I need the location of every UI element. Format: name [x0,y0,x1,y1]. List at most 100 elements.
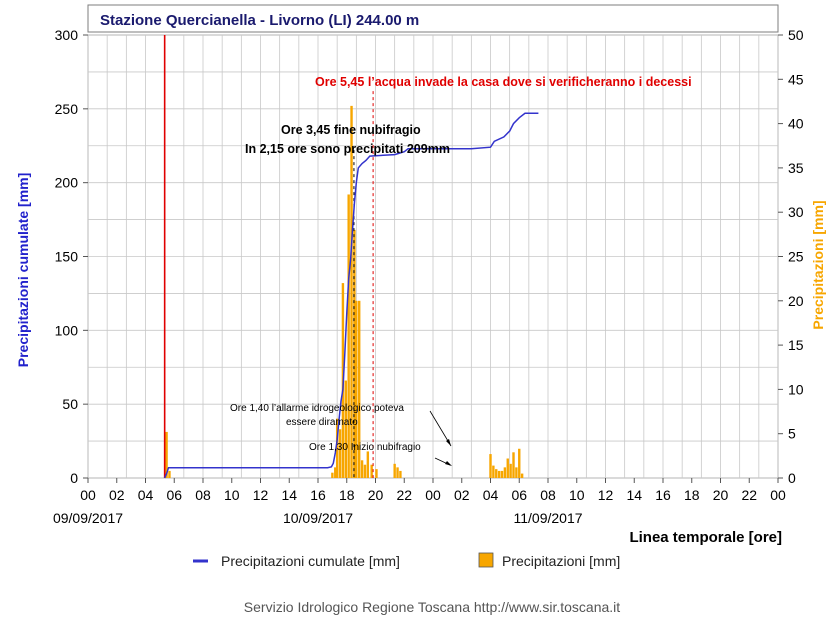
x-tick-label: 16 [310,487,326,503]
annotation-total: In 2,15 ore sono precipitati 209mm [245,142,450,156]
precip-bar [168,470,171,478]
y-left-tick-label: 300 [55,27,79,43]
arrow-alarm-head [446,439,451,446]
right-tick-labels: 0 5 10 15 20 25 30 35 40 45 50 [778,27,804,486]
precip-bar [335,418,339,478]
y-right-tick-label: 20 [788,293,804,309]
precip-bar [512,452,515,478]
precip-bar [360,460,364,478]
precip-bar [518,448,521,478]
annotation-flood: Ore 5,45 l’acqua invade la casa dove si … [315,75,692,89]
grid [87,34,779,479]
x-tick-label: 06 [511,487,527,503]
x-tick-label: 08 [195,487,211,503]
date-label: 09/09/2017 [53,510,123,526]
precip-bar [396,467,399,478]
x-tick-label: 02 [454,487,470,503]
title-box [87,4,779,33]
precip-bar [520,473,524,478]
x-tick-label: 20 [368,487,384,503]
y-left-tick-label: 0 [70,470,78,486]
precip-bar [363,464,367,478]
legend-cumulative-label: Precipitazioni cumulate [mm] [221,553,400,569]
legend-bar-label: Precipitazioni [mm] [502,553,620,569]
precip-bar [399,470,402,478]
precip-bar [344,380,347,478]
precip-bar [350,105,353,478]
precip-bar [500,470,504,478]
annotation-alarm: Ore 1,40 l’allarme idrogeologico poteva [230,403,404,414]
precip-bar [393,463,396,478]
precip-bar [515,467,518,478]
y-right-tick-label: 50 [788,27,804,43]
x-tick-label: 18 [339,487,355,503]
x-tick-label: 04 [483,487,499,503]
precip-bar [503,467,507,478]
y-right-tick-label: 45 [788,71,804,87]
y-right-tick-label: 15 [788,337,804,353]
precip-bar [492,465,495,478]
annotation-alarm-2: essere diramato [286,417,358,428]
x-tick-labels: 00 02 04 06 08 10 12 14 16 18 20 22 00 02 04 06 08 10 12 14… [80,478,786,503]
x-tick-label: 10 [224,487,240,503]
x-tick-label: 00 [425,487,441,503]
y-right-tick-label: 25 [788,249,804,265]
x-tick-label: 04 [138,487,154,503]
y-axis-right-title: Precipitazioni [mm] [810,200,826,329]
x-tick-label: 14 [281,487,297,503]
precip-bar [338,429,342,478]
left-tick-labels: 0 50 100 150 200 250 300 [55,27,88,486]
x-tick-label: 06 [166,487,182,503]
y-left-tick-label: 50 [62,396,78,412]
precip-bar [165,431,168,478]
x-tick-label: 18 [684,487,700,503]
y-left-tick-label: 100 [55,322,79,338]
x-tick-label: 20 [713,487,729,503]
precip-bar [509,463,512,478]
y-left-tick-label: 250 [55,101,79,117]
x-tick-label: 12 [253,487,269,503]
date-label: 11/09/2017 [513,510,582,526]
legend-bar-swatch [478,552,494,568]
x-tick-label: 02 [109,487,125,503]
x-tick-label: 22 [741,487,757,503]
x-tick-label: 22 [396,487,412,503]
annotation-end: Ore 3,45 fine nubifragio [281,123,421,137]
precip-bar [355,300,358,478]
x-tick-label: 00 [80,487,96,503]
arrow-start-head [445,461,452,466]
precip-bar [370,464,373,478]
precip-bar [495,469,498,478]
y-right-tick-label: 0 [788,470,796,486]
y-axis-left-title: Precipitazioni cumulate [mm] [15,173,31,367]
precip-bar [489,454,492,478]
y-right-tick-label: 35 [788,160,804,176]
x-tick-label: 14 [626,487,642,503]
footer-credit: Servizio Idrologico Regione Toscana http… [244,599,620,615]
precip-bar [375,469,378,478]
precip-bar [358,300,361,478]
y-right-tick-label: 30 [788,204,804,220]
precip-bar [497,470,501,478]
x-tick-label: 00 [770,487,786,503]
precip-bar [366,451,370,478]
date-labels: 09/09/2017 10/09/2017 11/09/2017 [53,510,583,526]
y-left-tick-label: 150 [55,249,79,265]
y-left-tick-label: 200 [55,175,79,191]
precip-bar [334,467,337,478]
x-tick-label: 16 [655,487,671,503]
date-label: 10/09/2017 [283,510,353,526]
x-axis-title: Linea temporale [ore] [629,529,782,546]
cumulative-line [164,112,539,479]
x-tick-label: 12 [598,487,614,503]
precip-bar [331,472,334,478]
x-tick-label: 08 [540,487,556,503]
precip-bar [347,194,350,479]
annotation-start: Ore 1,30 Inizio nubifragio [309,442,421,453]
chart-title: Stazione Quercianella - Livorno (LI) 244… [100,12,419,29]
y-right-tick-label: 5 [788,426,796,442]
y-right-tick-label: 10 [788,381,804,397]
precip-bar [353,229,356,478]
x-tick-label: 10 [569,487,585,503]
